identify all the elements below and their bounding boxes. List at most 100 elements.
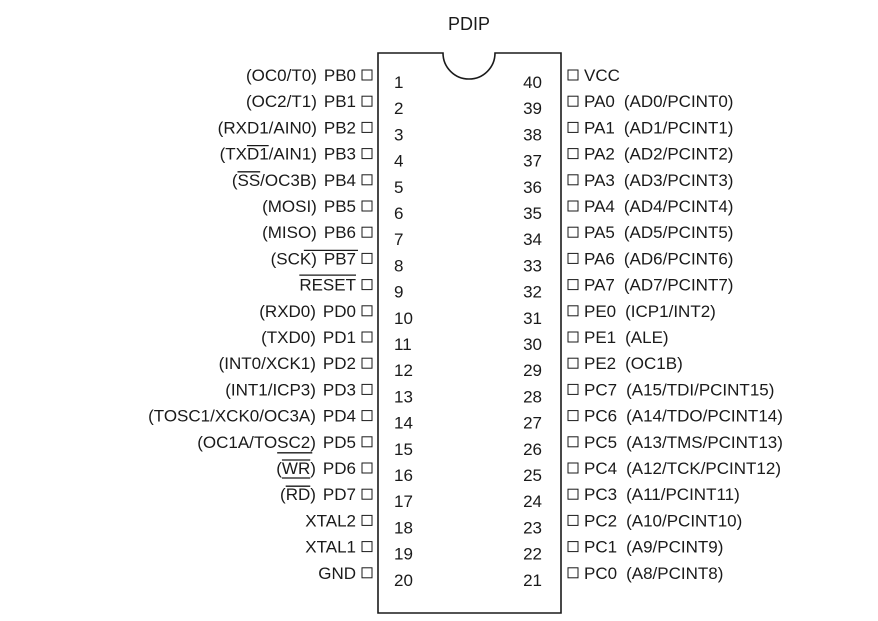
pin-12-name: PD2: [323, 354, 356, 373]
pin-19-number: 19: [394, 545, 413, 564]
pin-37-function: (AD2/PCINT2): [624, 145, 734, 164]
pin-14-number: 14: [394, 414, 413, 433]
pin-15-name: PD5: [323, 433, 356, 452]
pin-11-function: (TXD0): [261, 328, 316, 347]
pin-17-function: (RD): [280, 485, 316, 504]
pin-2-pad: [361, 95, 373, 107]
pin-2-function: (OC2/T1): [246, 92, 317, 111]
pin-11-number: 11: [394, 335, 412, 354]
pin-18-number: 18: [394, 518, 413, 537]
pin-21-name: PC0: [584, 564, 617, 583]
pin-3-name: PB2: [324, 118, 356, 137]
pin-37-pad: [567, 148, 579, 160]
pin-6-name: PB5: [324, 197, 356, 216]
pin-20-name: GND: [318, 564, 356, 583]
pin-36-pad: [567, 174, 579, 186]
pin-1-pad: [361, 69, 373, 81]
pin-26-pad: [567, 436, 579, 448]
pin-23-number: 23: [523, 518, 542, 537]
pin-39-function: (AD0/PCINT0): [624, 92, 734, 111]
pin-36-function: (AD3/PCINT3): [624, 171, 734, 190]
pin-6-number: 6: [394, 204, 403, 223]
pin-16-number: 16: [394, 466, 413, 485]
pin-11-name: PD1: [323, 328, 356, 347]
pin-15-number: 15: [394, 440, 413, 459]
pin-9-number: 9: [394, 283, 403, 302]
pin-15-function: (OC1A/TOSC2): [197, 433, 316, 452]
pin-32-name: PA7: [584, 276, 615, 295]
pin-7-function: (MISO): [262, 223, 317, 242]
pin-35-pad: [567, 200, 579, 212]
pin-3-function: (RXD1/AIN0): [218, 118, 317, 137]
pin-13-pad: [361, 383, 373, 395]
pin-38-number: 38: [523, 125, 542, 144]
pin-40-name: VCC: [584, 66, 620, 85]
pin-19-name: XTAL1: [305, 538, 356, 557]
pin-38-name: PA1: [584, 118, 615, 137]
pin-12-number: 12: [394, 361, 413, 380]
pin-12-pad: [361, 357, 373, 369]
pin-5-number: 5: [394, 178, 403, 197]
package-title: PDIP: [448, 14, 490, 34]
pin-33-pad: [567, 252, 579, 264]
pin-27-function: (A14/TDO/PCINT14): [626, 407, 783, 426]
pin-25-function: (A12/TCK/PCINT12): [626, 459, 781, 478]
pin-35-name: PA4: [584, 197, 615, 216]
pin-17-number: 17: [394, 492, 413, 511]
pin-13-name: PD3: [323, 380, 356, 399]
pin-37-name: PA2: [584, 145, 615, 164]
pin-31-number: 31: [523, 309, 542, 328]
pin-5-pad: [361, 174, 373, 186]
pin-2-name: PB1: [324, 92, 356, 111]
pin-10-pad: [361, 305, 373, 317]
pin-31-pad: [567, 305, 579, 317]
pin-34-number: 34: [523, 230, 542, 249]
pin-31-function: (ICP1/INT2): [625, 302, 716, 321]
pin-4-function: (TXD1/AIN1): [220, 145, 317, 164]
pin-13-number: 13: [394, 387, 413, 406]
pin-20-pad: [361, 567, 373, 579]
pin-31-name: PE0: [584, 302, 616, 321]
pin-25-number: 25: [523, 466, 542, 485]
pin-14-function: (TOSC1/XCK0/OC3A): [148, 407, 316, 426]
pin-22-pad: [567, 541, 579, 553]
pin-34-function: (AD5/PCINT5): [624, 223, 734, 242]
pin-21-number: 21: [523, 571, 542, 590]
pin-10-name: PD0: [323, 302, 356, 321]
pin-7-name: PB6: [324, 223, 356, 242]
pin-4-number: 4: [394, 152, 403, 171]
pin-40-number: 40: [523, 73, 542, 92]
pin-14-name: PD4: [323, 407, 356, 426]
pin-28-number: 28: [523, 387, 542, 406]
pin-24-number: 24: [523, 492, 542, 511]
pin-22-number: 22: [523, 545, 542, 564]
pin-12-function: (INT0/XCK1): [219, 354, 316, 373]
pin-13-function: (INT1/ICP3): [225, 380, 316, 399]
pin-20-number: 20: [394, 571, 413, 590]
pin-10-number: 10: [394, 309, 413, 328]
pin-39-name: PA0: [584, 92, 615, 111]
pin-17-name: PD7: [323, 485, 356, 504]
pin-40-pad: [567, 69, 579, 81]
pin-7-number: 7: [394, 230, 403, 249]
pin-5-name: PB4: [324, 171, 356, 190]
chip-body: [377, 52, 562, 614]
pin-36-name: PA3: [584, 171, 615, 190]
pin-15-pad: [361, 436, 373, 448]
pin-33-function: (AD6/PCINT6): [624, 249, 734, 268]
pin-30-name: PE1: [584, 328, 616, 347]
pin-8-pad: [361, 252, 373, 264]
pin-8-name: PB7: [324, 249, 356, 268]
pin-1-function: (OC0/T0): [246, 66, 317, 85]
pin-22-function: (A9/PCINT9): [626, 538, 723, 557]
pin-39-pad: [567, 95, 579, 107]
pin-25-name: PC4: [584, 459, 617, 478]
left-pin-column: 1 PB0 (OC0/T0) 2 PB1 (OC2/T1) 3 PB2 (RXD1/AIN0) 4…: [148, 66, 413, 590]
pin-8-function: (SCK): [271, 249, 317, 268]
pin-27-name: PC6: [584, 407, 617, 426]
pin-26-number: 26: [523, 440, 542, 459]
pin-37-number: 37: [523, 152, 542, 171]
pin-25-pad: [567, 462, 579, 474]
pin-29-name: PE2: [584, 354, 616, 373]
